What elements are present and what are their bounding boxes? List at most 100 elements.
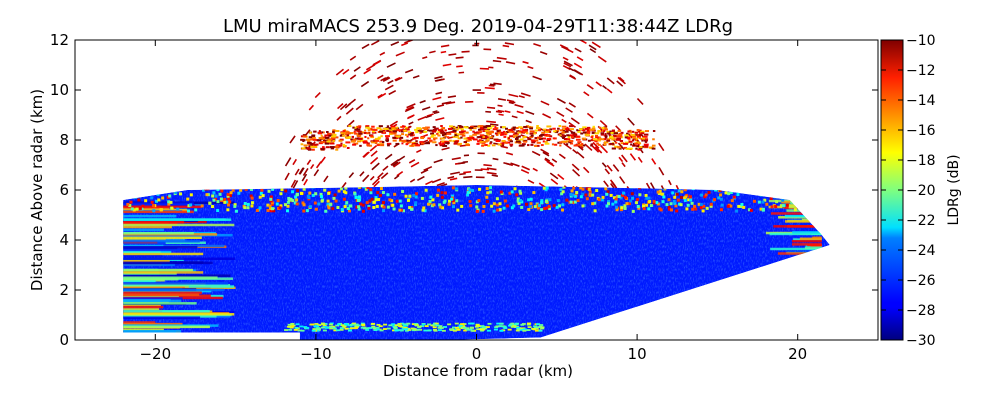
cloud-top-cell xyxy=(311,185,315,189)
echo-mark xyxy=(397,155,406,162)
melting-layer-cell xyxy=(364,327,369,330)
upper-layer-cell xyxy=(356,130,359,133)
cloud-top-cell xyxy=(233,203,237,207)
echo-mark xyxy=(303,178,309,186)
upper-layer-cell xyxy=(645,138,649,141)
melting-layer-cell xyxy=(414,323,419,326)
cloud-top-cell xyxy=(443,199,447,203)
cloud-top-cell xyxy=(243,206,247,210)
cloud-top-cell xyxy=(560,192,564,196)
streak-cell xyxy=(799,237,822,241)
upper-layer-cell xyxy=(318,137,324,140)
streak-cell xyxy=(770,212,822,215)
cloud-top-cell xyxy=(152,209,156,213)
echo-mark xyxy=(380,172,389,180)
cloud-top-cell xyxy=(519,191,523,195)
cloud-top-cell xyxy=(226,208,230,212)
cloud-top-cell xyxy=(727,192,731,196)
upper-layer-cell xyxy=(569,128,574,131)
upper-layer-cell xyxy=(483,136,489,139)
cloud-top-cell xyxy=(451,199,455,203)
upper-layer-cell xyxy=(543,133,549,136)
cloud-top-cell xyxy=(673,195,677,199)
upper-layer-cell xyxy=(566,128,569,131)
melting-layer-cell xyxy=(297,329,302,332)
cloud-top-cell xyxy=(542,186,546,190)
upper-layer-cell xyxy=(596,136,601,139)
upper-layer-cell xyxy=(475,132,480,135)
upper-layer-cell xyxy=(590,143,594,146)
upper-layer-cell xyxy=(551,143,554,146)
upper-layer-cell xyxy=(542,140,545,143)
cloud-top-cell xyxy=(495,203,499,207)
upper-layer-cell xyxy=(356,125,361,128)
melting-layer-cell xyxy=(317,324,322,326)
echo-mark xyxy=(404,68,414,74)
upper-layer-cell xyxy=(395,142,400,145)
melting-layer-cell xyxy=(438,325,443,328)
cloud-top-cell xyxy=(205,193,209,197)
streak-cell xyxy=(123,205,202,209)
echo-mark xyxy=(546,160,555,167)
echo-mark xyxy=(542,151,550,157)
upper-layer-cell xyxy=(527,125,532,128)
echo-mark xyxy=(449,177,458,181)
cloud-top-cell xyxy=(569,200,573,204)
upper-layer-cell xyxy=(364,129,367,132)
cloud-top-cell xyxy=(130,194,134,198)
upper-layer-cell xyxy=(508,130,513,133)
upper-layer-cell xyxy=(400,126,403,129)
melting-layer-cell xyxy=(466,328,471,331)
streak-cell xyxy=(123,307,160,311)
cloud-top-cell xyxy=(167,200,171,204)
echo-mark xyxy=(514,103,524,108)
cloud-top-cell xyxy=(571,201,575,205)
cloud-top-cell xyxy=(538,204,542,208)
cloud-top-cell xyxy=(468,188,472,192)
cloud-top-cell xyxy=(174,190,178,194)
echo-mark xyxy=(484,86,495,90)
cloud-top-cell xyxy=(732,195,736,199)
melting-layer-cell xyxy=(314,328,319,331)
cloud-top-cell xyxy=(357,207,361,211)
cloud-top-cell xyxy=(701,209,705,213)
cloud-top-cell xyxy=(823,190,827,194)
upper-layer-cell xyxy=(487,144,491,147)
upper-layer-cell xyxy=(423,130,428,133)
cloud-top-cell xyxy=(429,195,433,199)
cloud-top-cell xyxy=(622,191,626,195)
cloud-top-cell xyxy=(808,207,812,211)
upper-layer-cell xyxy=(324,136,330,139)
echo-mark xyxy=(561,45,570,51)
upper-layer-cell xyxy=(616,137,622,140)
cloud-top-cell xyxy=(629,185,633,189)
upper-layer-cell xyxy=(434,130,437,133)
upper-layer-cell xyxy=(637,144,640,147)
cloud-top-cell xyxy=(667,207,671,211)
cloud-top-cell xyxy=(317,202,321,206)
upper-layer-cell xyxy=(577,141,582,144)
melting-layer-cell xyxy=(474,325,479,328)
colorbar-tick-label: −30 xyxy=(906,333,936,349)
upper-layer-cell xyxy=(342,134,346,137)
melting-layer-cell xyxy=(417,325,422,328)
upper-layer-cell xyxy=(636,129,640,132)
cloud-top-cell xyxy=(144,199,148,203)
cloud-top-cell xyxy=(414,192,418,196)
upper-layer-cell xyxy=(330,147,335,150)
cloud-top-cell xyxy=(642,207,646,211)
upper-layer-cell xyxy=(561,134,565,137)
upper-layer-cell xyxy=(623,142,629,145)
upper-layer-cell xyxy=(509,140,513,143)
streak-cell xyxy=(123,218,232,221)
upper-layer-cell xyxy=(589,128,595,131)
upper-layer-cell xyxy=(454,140,459,143)
upper-layer-cell xyxy=(300,138,305,141)
upper-layer-cell xyxy=(376,127,381,130)
cloud-top-cell xyxy=(469,204,473,208)
melting-layer-cell xyxy=(456,328,461,331)
melting-layer-cell xyxy=(329,326,334,329)
upper-layer-cell xyxy=(371,125,375,128)
upper-layer-cell xyxy=(624,136,629,139)
cloud-top-cell xyxy=(714,185,718,189)
